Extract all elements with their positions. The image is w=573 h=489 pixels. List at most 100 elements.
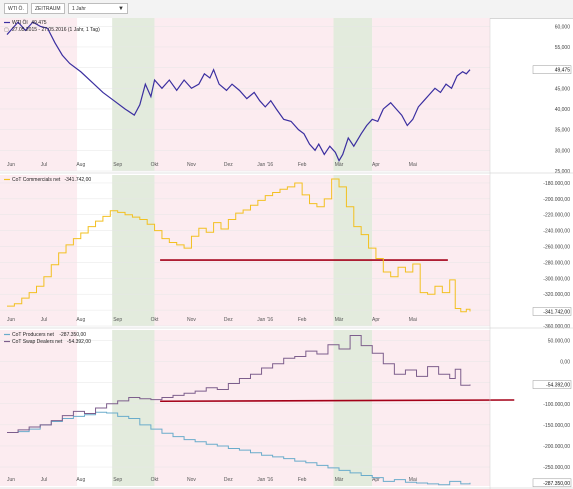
series-line (7, 334, 471, 433)
y-tick-label: 25,000 (555, 169, 571, 175)
green-band (333, 175, 373, 326)
y-tick-label: 55,000 (555, 45, 571, 51)
series-line (7, 178, 471, 313)
x-tick-label: Mai (409, 477, 417, 483)
x-tick-label: Mai (409, 162, 417, 168)
y-tick-label: 40,000 (555, 107, 571, 113)
pink-band (154, 330, 334, 486)
y-tick-label: -100.000,00 (543, 402, 570, 408)
green-band (333, 18, 373, 171)
last-value-label: -341.742,00 (543, 309, 570, 315)
x-tick-label: Nov (187, 162, 196, 168)
x-tick-label: Mär (335, 317, 344, 323)
y-tick-label: 45,000 (555, 86, 571, 92)
x-tick-label: Sep (113, 477, 122, 483)
x-tick-label: Apr (372, 317, 380, 323)
legend-label: CoT Swap Dealers net (12, 339, 63, 345)
x-tick-label: Okt (151, 317, 159, 323)
chart-toolbar: WTI Ö. ZEITRAUM 1 Jahr ▼ (0, 0, 573, 19)
y-tick-label: -150.000,00 (543, 423, 570, 429)
x-tick-label: Apr (372, 162, 380, 168)
x-tick-label: Jan '16 (257, 317, 273, 323)
last-value-tag (532, 65, 572, 74)
legend-value: -287.350,00 (59, 332, 86, 338)
pink-band (154, 18, 334, 171)
x-tick-label: Jun (7, 162, 15, 168)
pink-band (154, 175, 334, 326)
x-tick-label: Okt (151, 477, 159, 483)
legend-label: 27.05.2015 - 27.05.2016 (1 Jahr, 1 Tag) (12, 27, 100, 33)
last-value-label: 49,475 (555, 68, 571, 74)
x-tick-label: Feb (298, 477, 307, 483)
green-band (112, 330, 155, 486)
x-tick-label: Mär (335, 477, 344, 483)
y-tick-label: -260.000,00 (543, 245, 570, 251)
x-tick-label: Aug (76, 477, 85, 483)
x-tick-label: Jul (41, 477, 47, 483)
x-tick-label: Dez (224, 317, 233, 323)
y-tick-label: 50.000,00 (548, 339, 570, 345)
x-tick-label: Feb (298, 317, 307, 323)
y-tick-label: -200.000,00 (543, 197, 570, 203)
chart-area: 25,00030,00035,00040,00045,00050,00055,0… (0, 18, 573, 489)
y-tick-label: -200.000,00 (543, 444, 570, 450)
y-tick-label: 0,00 (560, 360, 570, 366)
x-tick-label: Jan '16 (257, 162, 273, 168)
y-tick-label: -250.000,00 (543, 465, 570, 471)
y-tick-label: -220.000,00 (543, 213, 570, 219)
x-tick-label: Sep (113, 317, 122, 323)
pink-band (372, 175, 490, 326)
green-band (112, 175, 155, 326)
calendar-icon: ▢ (4, 27, 9, 33)
y-tick-label: -320.000,00 (543, 292, 570, 298)
range-select-label: 1 Jahr (72, 6, 86, 12)
support-line (160, 399, 515, 403)
series-line (6, 21, 471, 162)
x-tick-label: Mär (335, 162, 344, 168)
period-button-label: ZEITRAUM (35, 6, 61, 12)
x-tick-label: Sep (113, 162, 122, 168)
symbol-button[interactable]: WTI Ö. (4, 3, 28, 14)
x-tick-label: Dez (224, 162, 233, 168)
y-tick-label: -240.000,00 (543, 229, 570, 235)
x-tick-label: Okt (151, 162, 159, 168)
last-value-label: -54.392,00 (546, 383, 570, 389)
symbol-button-label: WTI Ö. (8, 6, 24, 12)
green-band (112, 18, 155, 171)
chevron-down-icon: ▼ (118, 6, 124, 12)
x-tick-label: Jul (41, 162, 47, 168)
green-band (333, 330, 373, 486)
x-tick-label: Apr (372, 477, 380, 483)
legend-label: WTI Öl (12, 19, 28, 26)
last-value-tag (532, 380, 572, 389)
x-tick-label: Feb (298, 162, 307, 168)
legend-label: CoT Commercials net (12, 177, 61, 183)
y-tick-label: 30,000 (555, 148, 571, 154)
last-value-label: -287.350,00 (543, 481, 570, 487)
y-tick-label: -180.000,00 (543, 181, 570, 187)
x-tick-label: Aug (76, 162, 85, 168)
legend-value: -341.742,00 (64, 177, 91, 183)
pink-band (372, 18, 490, 171)
range-select[interactable]: 1 Jahr ▼ (68, 3, 128, 14)
x-tick-label: Dez (224, 477, 233, 483)
y-tick-label: 60,000 (555, 24, 571, 30)
x-tick-label: Nov (187, 477, 196, 483)
y-tick-label: 35,000 (555, 128, 571, 134)
last-value-tag (532, 478, 572, 488)
y-tick-label: -280.000,00 (543, 260, 570, 266)
pink-band (0, 175, 78, 326)
legend-value: -54.392,00 (67, 339, 91, 345)
x-tick-label: Jan '16 (257, 477, 273, 483)
pink-band (0, 330, 78, 486)
legend-value: 49,475 (31, 20, 47, 26)
period-button[interactable]: ZEITRAUM (31, 3, 65, 14)
x-tick-label: Mai (409, 317, 417, 323)
legend-label: CoT Producers net (12, 332, 54, 338)
y-tick-label: -360.000,00 (543, 324, 570, 330)
pink-band (372, 330, 490, 486)
pink-band (0, 18, 78, 171)
last-value-tag (532, 307, 572, 316)
y-tick-label: -300.000,00 (543, 276, 570, 282)
x-tick-label: Nov (187, 317, 196, 323)
